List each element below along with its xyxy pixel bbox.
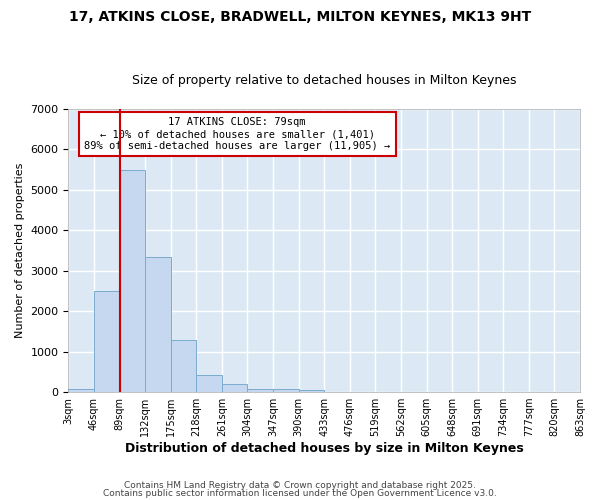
Y-axis label: Number of detached properties: Number of detached properties — [15, 163, 25, 338]
Bar — [94, 291, 119, 392]
Text: 17 ATKINS CLOSE: 79sqm
← 10% of detached houses are smaller (1,401)
89% of semi-: 17 ATKINS CLOSE: 79sqm ← 10% of detached… — [84, 118, 391, 150]
Bar — [196, 375, 222, 392]
Bar — [299, 390, 324, 392]
Bar — [145, 256, 171, 392]
Bar — [247, 389, 273, 392]
X-axis label: Distribution of detached houses by size in Milton Keynes: Distribution of detached houses by size … — [125, 442, 524, 455]
Text: Contains HM Land Registry data © Crown copyright and database right 2025.: Contains HM Land Registry data © Crown c… — [124, 481, 476, 490]
Bar — [171, 340, 196, 392]
Bar — [119, 170, 145, 392]
Title: Size of property relative to detached houses in Milton Keynes: Size of property relative to detached ho… — [132, 74, 517, 87]
Text: Contains public sector information licensed under the Open Government Licence v3: Contains public sector information licen… — [103, 488, 497, 498]
Bar — [222, 384, 247, 392]
Bar — [68, 389, 94, 392]
Text: 17, ATKINS CLOSE, BRADWELL, MILTON KEYNES, MK13 9HT: 17, ATKINS CLOSE, BRADWELL, MILTON KEYNE… — [69, 10, 531, 24]
Bar — [273, 389, 299, 392]
